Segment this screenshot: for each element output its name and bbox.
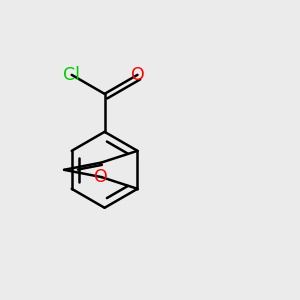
Text: O: O	[130, 66, 144, 84]
Text: O: O	[94, 168, 108, 186]
Text: Cl: Cl	[63, 66, 80, 84]
